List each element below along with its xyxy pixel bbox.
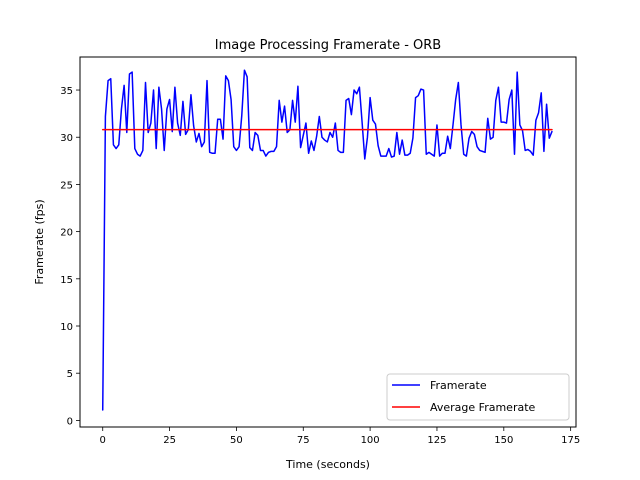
y-axis-ticks: 0 5 10 15 20 25 30 35	[60, 86, 80, 427]
x-tick-label: 75	[297, 435, 310, 446]
x-axis-ticks: 0 25 50 75 100 125 150 175	[100, 427, 580, 446]
y-tick-label: 0	[67, 416, 73, 427]
legend-box	[386, 373, 570, 421]
y-tick-label: 35	[60, 86, 73, 97]
x-tick-label: 150	[494, 435, 513, 446]
y-tick-label: 15	[60, 275, 73, 286]
x-tick-label: 125	[427, 435, 446, 446]
axes-frame	[79, 56, 577, 428]
chart-title: Image Processing Framerate - ORB	[215, 38, 441, 53]
y-tick-label: 5	[67, 369, 73, 380]
x-tick-label: 100	[361, 435, 380, 446]
y-tick-label: 10	[60, 322, 73, 333]
legend: Framerate Average Framerate	[386, 373, 570, 421]
x-tick-label: 0	[100, 435, 106, 446]
plot-area	[79, 56, 577, 428]
series-layer	[101, 69, 553, 411]
y-tick-label: 30	[60, 133, 73, 144]
y-tick-label: 20	[60, 228, 73, 239]
y-axis-label: Framerate (fps)	[33, 199, 46, 284]
y-tick-label: 25	[60, 180, 73, 191]
legend-label-framerate: Framerate	[430, 379, 487, 392]
x-tick-label: 175	[561, 435, 580, 446]
x-tick-label: 25	[163, 435, 176, 446]
legend-label-average: Average Framerate	[430, 401, 536, 414]
series-line-framerate	[101, 69, 553, 411]
x-tick-label: 50	[230, 435, 243, 446]
x-axis-label: Time (seconds)	[285, 458, 370, 471]
